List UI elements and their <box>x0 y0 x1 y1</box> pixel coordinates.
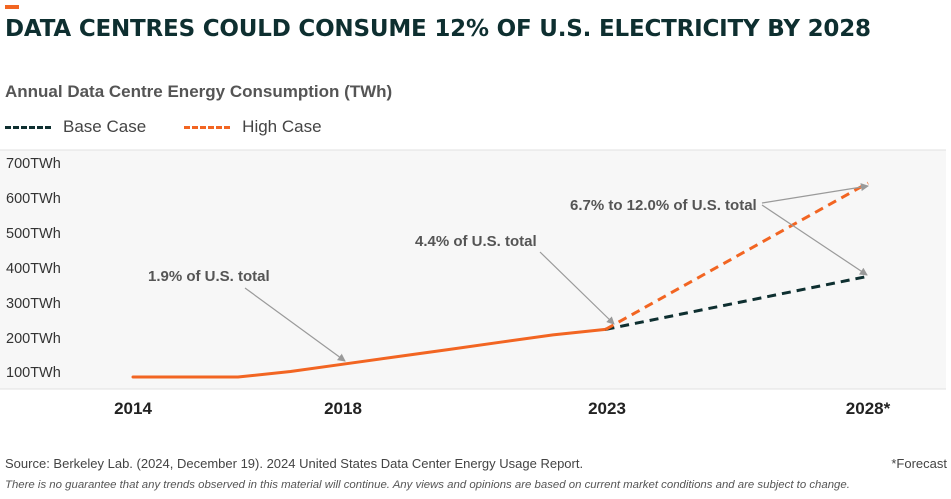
chart-subtitle: Annual Data Centre Energy Consumption (T… <box>5 82 393 101</box>
x-tick-label-3: 2028* <box>846 399 891 418</box>
x-tick-label-0: 2014 <box>114 399 152 418</box>
series-line-historical <box>131 327 607 379</box>
series-line-high-case <box>604 181 869 331</box>
annotation-arrow-1 <box>539 251 615 325</box>
y-tick-label-2: 300TWh <box>6 296 61 312</box>
x-tick-label-1: 2018 <box>324 399 362 418</box>
annotation-arrow-0 <box>244 287 346 362</box>
x-tick-label-2: 2023 <box>588 399 626 418</box>
disclaimer: There is no guarantee that any trends ob… <box>5 479 850 491</box>
legend-item-base-case: Base Case <box>5 117 146 137</box>
y-tick-label-6: 700TWh <box>6 156 61 172</box>
source-note: Source: Berkeley Lab. (2024, December 19… <box>5 456 584 471</box>
chart-title: DATA CENTRES COULD CONSUME 12% OF U.S. E… <box>5 16 871 42</box>
y-tick-label-4: 500TWh <box>6 226 61 242</box>
y-tick-label-5: 600TWh <box>6 191 61 207</box>
annotation-text-1: 4.4% of U.S. total <box>415 233 537 250</box>
forecast-note: *Forecast <box>891 456 947 471</box>
legend-swatch-high-case <box>184 125 231 129</box>
legend-swatch-base-case <box>5 125 51 129</box>
title-accent-bar <box>5 5 19 9</box>
annotation-arrow-2a <box>761 183 869 204</box>
y-tick-label-3: 400TWh <box>6 261 61 277</box>
legend-label-high-case: High Case <box>242 117 322 136</box>
annotation-text-0: 1.9% of U.S. total <box>148 268 270 285</box>
legend-item-high-case: High Case <box>184 117 322 137</box>
legend: Base Case High Case <box>5 116 360 138</box>
plot-background <box>0 150 946 389</box>
y-tick-label-1: 200TWh <box>6 331 61 347</box>
legend-label-base-case: Base Case <box>63 117 147 136</box>
y-tick-label-0: 100TWh <box>6 365 61 381</box>
annotation-text-2: 6.7% to 12.0% of U.S. total <box>570 197 757 214</box>
chart-svg: 100TWh 200TWh 300TWh 400TWh 500TWh 600TWh 700T… <box>0 149 946 418</box>
annotation-arrow-2b <box>761 204 868 276</box>
